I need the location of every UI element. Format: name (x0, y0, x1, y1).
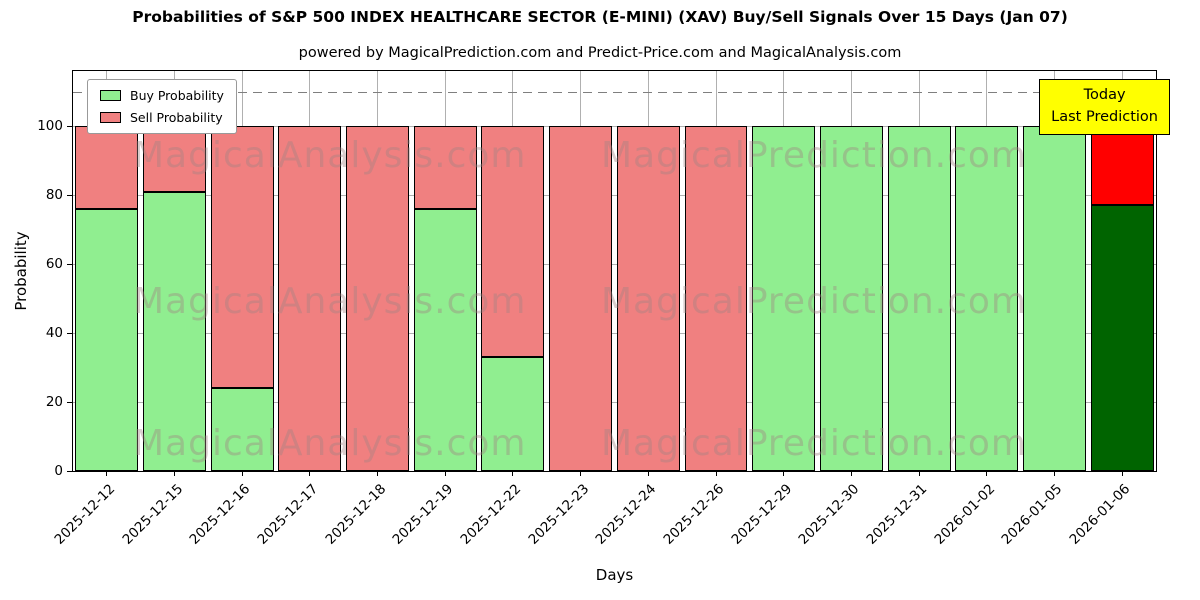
gridline-horizontal (73, 125, 1156, 127)
bar-segment-buy (143, 191, 206, 471)
x-tick-mark (715, 471, 717, 476)
y-tick-mark (67, 194, 73, 196)
x-tick-mark (106, 471, 108, 476)
y-tick-mark (67, 125, 73, 127)
bar-segment-buy (819, 126, 883, 471)
bar-segment-buy (75, 208, 139, 471)
y-tick-label: 60 (45, 256, 63, 273)
bar-segment-sell (75, 126, 139, 209)
gridline-horizontal (73, 263, 1156, 265)
x-tick-mark (512, 471, 514, 476)
x-tick-label: 2025-12-18 (322, 481, 389, 548)
x-tick-mark (850, 471, 852, 476)
legend-entry-sell: Sell Probability (100, 110, 224, 125)
bar-segment-buy (887, 126, 951, 471)
bar-segment-buy (752, 126, 816, 471)
plot-area: Probability Days Buy Probability Sell Pr… (12, 70, 1170, 584)
legend: Buy Probability Sell Probability (87, 79, 237, 134)
watermark-text: MagicalAnalysis.com (133, 281, 527, 322)
watermark-text: MagicalPrediction.com (601, 135, 1027, 176)
dashed-threshold-line (73, 91, 1156, 94)
legend-label-sell: Sell Probability (130, 110, 223, 125)
bar-segment-sell (616, 126, 680, 471)
bar-segment-buy (210, 388, 274, 471)
x-tick-label: 2025-12-17 (254, 481, 322, 548)
y-tick-label: 20 (45, 394, 63, 411)
legend-label-buy: Buy Probability (130, 88, 224, 103)
x-tick-label: 2025-12-16 (186, 481, 254, 548)
x-tick-label: 2025-12-24 (592, 481, 660, 548)
today-annotation-line1: Today (1083, 87, 1126, 103)
x-tick-mark (1053, 471, 1055, 476)
bar-segment-sell (210, 126, 274, 389)
bar-segment-sell (278, 126, 342, 471)
today-annotation: Today Last Prediction (1039, 79, 1170, 135)
y-tick-mark (67, 263, 73, 265)
x-tick-mark (986, 471, 988, 476)
legend-entry-buy: Buy Probability (100, 88, 224, 103)
x-tick-label: 2025-12-26 (660, 481, 728, 548)
watermark-text: MagicalPrediction.com (601, 281, 1027, 322)
x-tick-mark (241, 471, 243, 476)
bar-segment-buy (1022, 126, 1086, 471)
x-tick-mark (580, 471, 582, 476)
x-tick-mark (647, 471, 649, 476)
x-tick-mark (444, 471, 446, 476)
y-tick-label: 0 (54, 463, 63, 479)
x-tick-label: 2026-01-05 (998, 481, 1066, 548)
gridline-horizontal (73, 401, 1156, 403)
x-tick-label: 2026-01-06 (1066, 481, 1134, 548)
bar-segment-sell (549, 126, 613, 471)
x-tick-mark (377, 471, 379, 476)
x-tick-label: 2025-12-12 (51, 481, 119, 548)
gridline-horizontal (73, 194, 1156, 196)
x-tick-label: 2025-12-31 (863, 481, 931, 548)
watermark-text: MagicalPrediction.com (601, 423, 1027, 464)
bar-segment-sell (684, 126, 748, 471)
x-tick-label: 2025-12-23 (525, 481, 592, 548)
legend-swatch-sell (100, 112, 121, 123)
chart-subtitle: powered by MagicalPrediction.com and Pre… (298, 45, 902, 61)
y-tick-mark (67, 332, 73, 334)
x-tick-mark (309, 471, 311, 476)
today-annotation-line2: Last Prediction (1051, 108, 1158, 125)
x-tick-mark (918, 471, 920, 476)
x-tick-label: 2025-12-19 (389, 481, 457, 548)
bar-segment-sell (413, 126, 477, 209)
bar-segment-sell (346, 126, 410, 471)
x-tick-label: 2025-12-15 (119, 481, 186, 548)
y-axis-label: Probability (12, 231, 30, 311)
bar-segment-sell (1090, 126, 1154, 206)
watermark-text: MagicalAnalysis.com (133, 135, 527, 176)
bar-segment-buy (413, 208, 477, 471)
y-tick-mark (67, 401, 73, 403)
y-tick-mark (67, 470, 73, 472)
watermark-text: MagicalAnalysis.com (133, 423, 527, 464)
legend-swatch-buy (100, 90, 121, 101)
bar-segment-buy (481, 357, 545, 471)
x-tick-label: 2025-12-30 (795, 481, 863, 548)
bar-segment-buy (1090, 205, 1154, 471)
chart-title: Probabilities of S&P 500 INDEX HEALTHCAR… (132, 8, 1068, 26)
y-tick-label: 80 (45, 187, 63, 204)
bar-segment-buy (955, 126, 1019, 471)
x-tick-label: 2025-12-29 (728, 481, 796, 548)
x-tick-label: 2026-01-02 (931, 481, 999, 548)
gridline-horizontal (73, 332, 1156, 334)
x-tick-mark (783, 471, 785, 476)
x-tick-mark (1121, 471, 1123, 476)
bar-segment-sell (481, 126, 545, 358)
x-tick-mark (174, 471, 176, 476)
y-tick-label: 100 (37, 118, 63, 135)
x-tick-label: 2025-12-22 (457, 481, 525, 548)
y-tick-label: 40 (45, 325, 63, 342)
x-axis-label: Days (595, 566, 634, 584)
